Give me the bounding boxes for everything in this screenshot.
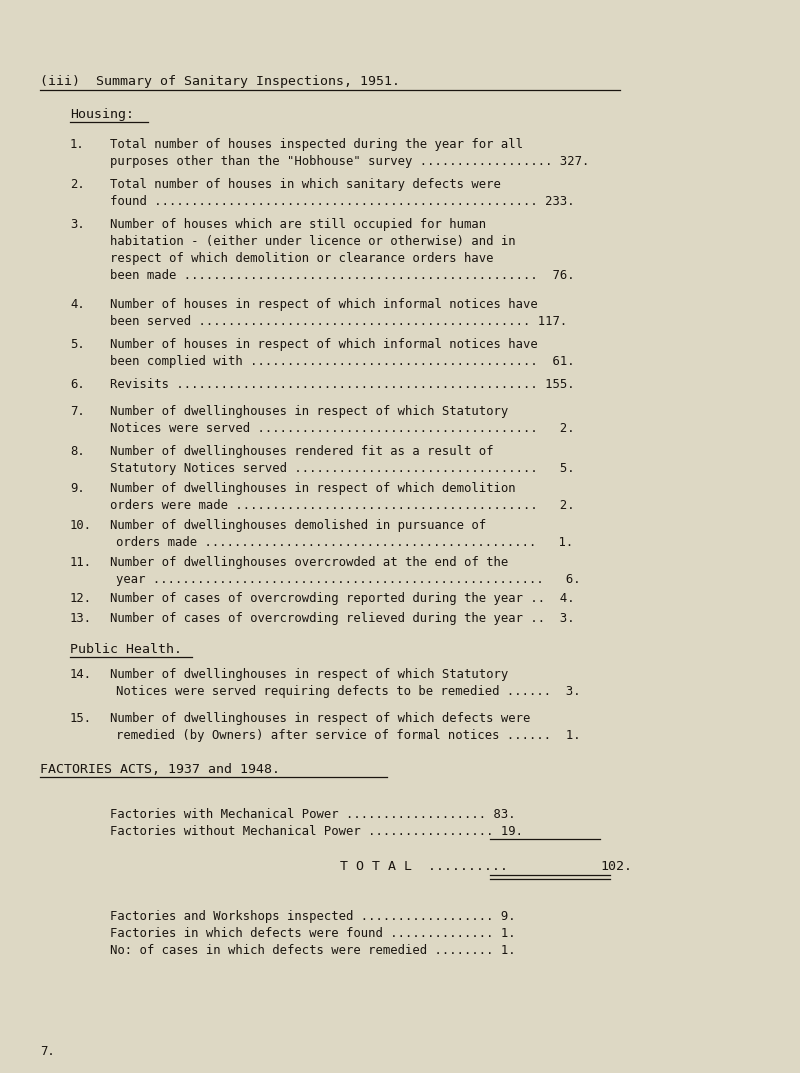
Text: No: of cases in which defects were remedied ........ 1.: No: of cases in which defects were remed… bbox=[110, 944, 516, 957]
Text: Total number of houses inspected during the year for all: Total number of houses inspected during … bbox=[110, 138, 523, 151]
Text: Number of cases of overcrowding relieved during the year ..  3.: Number of cases of overcrowding relieved… bbox=[110, 612, 574, 624]
Text: Factories without Mechanical Power ................. 19.: Factories without Mechanical Power .....… bbox=[110, 825, 523, 838]
Text: Notices were served requiring defects to be remedied ......  3.: Notices were served requiring defects to… bbox=[116, 685, 581, 699]
Text: FACTORIES ACTS, 1937 and 1948.: FACTORIES ACTS, 1937 and 1948. bbox=[40, 763, 280, 776]
Text: Number of dwellinghouses in respect of which Statutory: Number of dwellinghouses in respect of w… bbox=[110, 668, 508, 681]
Text: 9.: 9. bbox=[70, 482, 85, 495]
Text: been served ............................................. 117.: been served ............................… bbox=[110, 315, 567, 328]
Text: 10.: 10. bbox=[70, 519, 92, 532]
Text: 11.: 11. bbox=[70, 556, 92, 569]
Text: Housing:: Housing: bbox=[70, 108, 134, 121]
Text: Number of dwellinghouses demolished in pursuance of: Number of dwellinghouses demolished in p… bbox=[110, 519, 486, 532]
Text: 4.: 4. bbox=[70, 298, 85, 311]
Text: Number of cases of overcrowding reported during the year ..  4.: Number of cases of overcrowding reported… bbox=[110, 592, 574, 605]
Text: 3.: 3. bbox=[70, 218, 85, 231]
Text: Number of houses in respect of which informal notices have: Number of houses in respect of which inf… bbox=[110, 338, 538, 351]
Text: year .....................................................   6.: year ...................................… bbox=[116, 573, 581, 586]
Text: remedied (by Owners) after service of formal notices ......  1.: remedied (by Owners) after service of fo… bbox=[116, 729, 581, 743]
Text: T O T A L  ..........: T O T A L .......... bbox=[340, 859, 508, 873]
Text: Number of dwellinghouses in respect of which demolition: Number of dwellinghouses in respect of w… bbox=[110, 482, 516, 495]
Text: found .................................................... 233.: found ..................................… bbox=[110, 195, 574, 208]
Text: orders were made .........................................   2.: orders were made .......................… bbox=[110, 499, 574, 512]
Text: (iii)  Summary of Sanitary Inspections, 1951.: (iii) Summary of Sanitary Inspections, 1… bbox=[40, 75, 400, 88]
Text: 102.: 102. bbox=[600, 859, 632, 873]
Text: Factories with Mechanical Power ................... 83.: Factories with Mechanical Power ........… bbox=[110, 808, 516, 821]
Text: Number of houses which are still occupied for human: Number of houses which are still occupie… bbox=[110, 218, 486, 231]
Text: respect of which demolition or clearance orders have: respect of which demolition or clearance… bbox=[110, 252, 494, 265]
Text: Notices were served ......................................   2.: Notices were served ....................… bbox=[110, 422, 574, 435]
Text: 1.: 1. bbox=[70, 138, 85, 151]
Text: Number of houses in respect of which informal notices have: Number of houses in respect of which inf… bbox=[110, 298, 538, 311]
Text: Total number of houses in which sanitary defects were: Total number of houses in which sanitary… bbox=[110, 178, 501, 191]
Text: 7.: 7. bbox=[70, 405, 85, 418]
Text: Public Health.: Public Health. bbox=[70, 643, 182, 656]
Text: 14.: 14. bbox=[70, 668, 92, 681]
Text: 7.: 7. bbox=[40, 1045, 54, 1058]
Text: 8.: 8. bbox=[70, 445, 85, 458]
Text: Revisits ................................................. 155.: Revisits ...............................… bbox=[110, 378, 574, 391]
Text: 13.: 13. bbox=[70, 612, 92, 624]
Text: 2.: 2. bbox=[70, 178, 85, 191]
Text: 15.: 15. bbox=[70, 712, 92, 725]
Text: Number of dwellinghouses rendered fit as a result of: Number of dwellinghouses rendered fit as… bbox=[110, 445, 494, 458]
Text: Number of dwellinghouses in respect of which defects were: Number of dwellinghouses in respect of w… bbox=[110, 712, 530, 725]
Text: 5.: 5. bbox=[70, 338, 85, 351]
Text: habitation - (either under licence or otherwise) and in: habitation - (either under licence or ot… bbox=[110, 235, 516, 248]
Text: Number of dwellinghouses in respect of which Statutory: Number of dwellinghouses in respect of w… bbox=[110, 405, 508, 418]
Text: Number of dwellinghouses overcrowded at the end of the: Number of dwellinghouses overcrowded at … bbox=[110, 556, 508, 569]
Text: Statutory Notices served .................................   5.: Statutory Notices served ...............… bbox=[110, 462, 574, 475]
Text: purposes other than the "Hobhouse" survey .................. 327.: purposes other than the "Hobhouse" surve… bbox=[110, 155, 590, 168]
Text: been made ................................................  76.: been made ..............................… bbox=[110, 269, 574, 282]
Text: 12.: 12. bbox=[70, 592, 92, 605]
Text: Factories and Workshops inspected .................. 9.: Factories and Workshops inspected ......… bbox=[110, 910, 516, 923]
Text: been complied with .......................................  61.: been complied with .....................… bbox=[110, 355, 574, 368]
Text: orders made .............................................   1.: orders made ............................… bbox=[116, 536, 574, 549]
Text: 6.: 6. bbox=[70, 378, 85, 391]
Text: Factories in which defects were found .............. 1.: Factories in which defects were found ..… bbox=[110, 927, 516, 940]
